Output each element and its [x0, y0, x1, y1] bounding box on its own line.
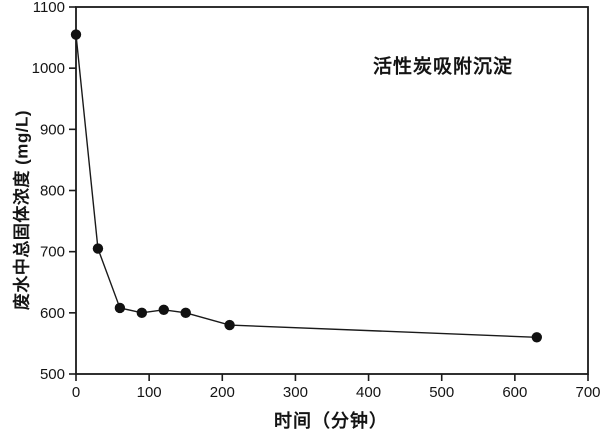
- x-tick-label: 0: [72, 384, 80, 401]
- data-point-marker: [70, 29, 82, 40]
- data-point-marker: [531, 332, 542, 343]
- data-point-marker: [224, 319, 235, 331]
- data-point-marker: [114, 302, 126, 314]
- x-tick-label: 200: [210, 384, 235, 401]
- x-tick-label: 600: [502, 384, 527, 401]
- y-tick-label: 900: [40, 121, 65, 138]
- x-tick-label: 700: [575, 384, 600, 401]
- y-tick-label: 500: [40, 366, 65, 383]
- x-tick-label: 300: [283, 384, 308, 401]
- data-point-marker: [180, 307, 191, 319]
- y-tick-label: 700: [40, 244, 65, 261]
- y-tick-label: 600: [40, 305, 65, 322]
- data-point-marker: [92, 243, 104, 254]
- annotation-label: 活性炭吸附沉淀: [372, 56, 514, 78]
- data-point-marker: [136, 307, 148, 319]
- y-tick-label: 800: [40, 183, 65, 200]
- x-tick-label: 100: [137, 384, 162, 401]
- data-series-line: [75, 34, 537, 338]
- y-axis-title: 废水中总固体浓度 (mg/L): [12, 109, 32, 311]
- y-tick-label: 1000: [32, 60, 65, 77]
- y-tick-label: 1100: [33, 0, 65, 16]
- data-point-marker: [158, 304, 169, 315]
- x-axis-title: 时间（分钟）: [274, 411, 388, 431]
- x-tick-label: 500: [429, 384, 454, 401]
- x-tick-label: 400: [356, 384, 381, 401]
